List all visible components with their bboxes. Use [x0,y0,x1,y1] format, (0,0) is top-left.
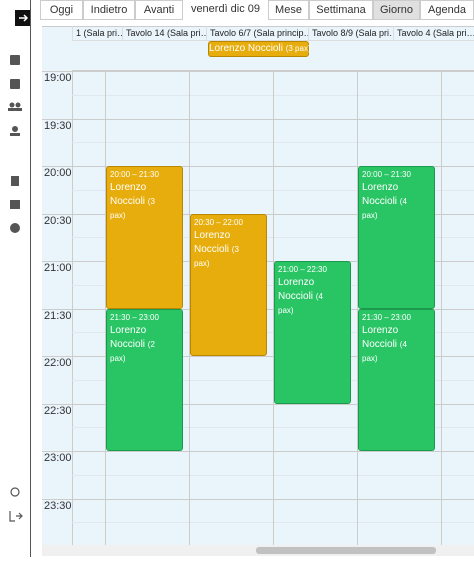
column-header: 1 (Sala pri… [72,26,122,40]
event-title: Lorenzo Noccioli (4 pax) [362,324,420,366]
event-time: 20:00 – 21:30 [110,170,159,179]
event-title: Lorenzo Noccioli (3 pax) [194,229,252,271]
time-label: 19:30 [44,119,72,132]
date-label: venerdì dic 09 [183,0,268,20]
event-title: Lorenzo Noccioli (4 pax) [362,181,420,223]
toolbar-button[interactable]: Indietro [83,0,135,20]
event-time: 21:30 – 23:00 [362,312,411,322]
grid-line [42,498,474,500]
column-line [189,71,190,545]
column-line [441,71,442,545]
toolbar-button[interactable]: Oggi [40,0,83,20]
event-time: 21:30 – 23:00 [110,312,159,322]
grid-line [42,356,474,357]
event[interactable]: 20:30 – 22:00 Lorenzo Noccioli (3 pax) [190,213,267,356]
event-pax: (3 pax) [110,197,155,220]
time-label: 21:30 [44,309,72,322]
column-line [273,71,274,545]
event-name: Lorenzo Noccioli [194,229,231,255]
toolbar-button[interactable]: Avanti [135,0,183,20]
view-button[interactable]: Settimana [309,0,373,20]
grid-line [42,451,474,452]
event-title: Lorenzo Noccioli (4 pax) [278,276,336,318]
sidebar [0,0,31,557]
event[interactable]: 20:00 – 21:30 Lorenzo Noccioli (3 pax) [106,166,183,309]
column-line [357,71,358,545]
event-pax: (4 pax) [362,197,407,220]
column-header: Tavolo 8/9 (Sala pri… [308,26,393,40]
time-label: 19:00 [44,72,72,84]
time-label: 22:00 [44,357,72,369]
event-title: Lorenzo Noccioli (2 pax) [110,324,168,366]
event-pax: (3 pax) [194,244,239,268]
scrollbar [42,545,474,556]
event-pax: (3 pax) [285,44,311,53]
event-name: Lorenzo Noccioli [209,43,283,54]
event-pax: (4 pax) [278,292,323,315]
all-day-event[interactable]: Lorenzo Noccioli (3 pax) [208,41,311,57]
event[interactable]: 21:00 – 22:30 Lorenzo Noccioli (4 pax) [274,261,351,404]
event[interactable]: 21:30 – 23:00 Lorenzo Noccioli (4 pax) [358,308,435,451]
event-name: Lorenzo Noccioli [362,182,399,207]
event-pax: (2 pax) [110,339,155,363]
view-button[interactable]: Mese [268,0,309,20]
event-time: 20:30 – 22:00 [194,217,243,227]
time-label: 21:00 [44,262,72,274]
grid-line [42,166,474,167]
column-header: Tavolo 6/7 (Sala princip… [206,26,308,40]
all-day-row [72,40,474,71]
grid-line [42,71,474,72]
column-header: Tavolo 14 (Sala pri… [122,26,206,40]
grid-line [42,403,474,405]
scroll-thumb[interactable] [256,547,436,554]
time-label: 20:30 [44,214,72,227]
time-label: 20:00 [44,167,72,179]
time-label: 23:30 [44,499,72,512]
event-title: Lorenzo Noccioli (3 pax) [110,181,168,223]
event-time: 20:00 – 21:30 [362,170,411,179]
event-pax: (4 pax) [362,339,407,363]
event-name: Lorenzo Noccioli [278,277,315,302]
event-name: Lorenzo Noccioli [110,182,147,207]
event[interactable]: 20:00 – 21:30 Lorenzo Noccioli (4 pax) [358,166,435,309]
time-gutter-line [72,71,73,545]
column-header: Tavolo 4 (Sala pri… [393,26,474,40]
event[interactable]: 21:30 – 23:00 Lorenzo Noccioli (2 pax) [106,308,183,451]
event-name: Lorenzo Noccioli [362,324,399,350]
sidebar-icons [8,10,31,522]
time-label: 22:30 [44,404,72,417]
view-button[interactable]: Giorno [373,0,420,20]
column-line [105,71,106,545]
grid-line [42,118,474,120]
event-name: Lorenzo Noccioli [110,324,147,350]
time-label: 23:00 [44,452,72,464]
view-button[interactable]: Agenda [420,0,474,20]
event-time: 21:00 – 22:30 [278,265,327,274]
